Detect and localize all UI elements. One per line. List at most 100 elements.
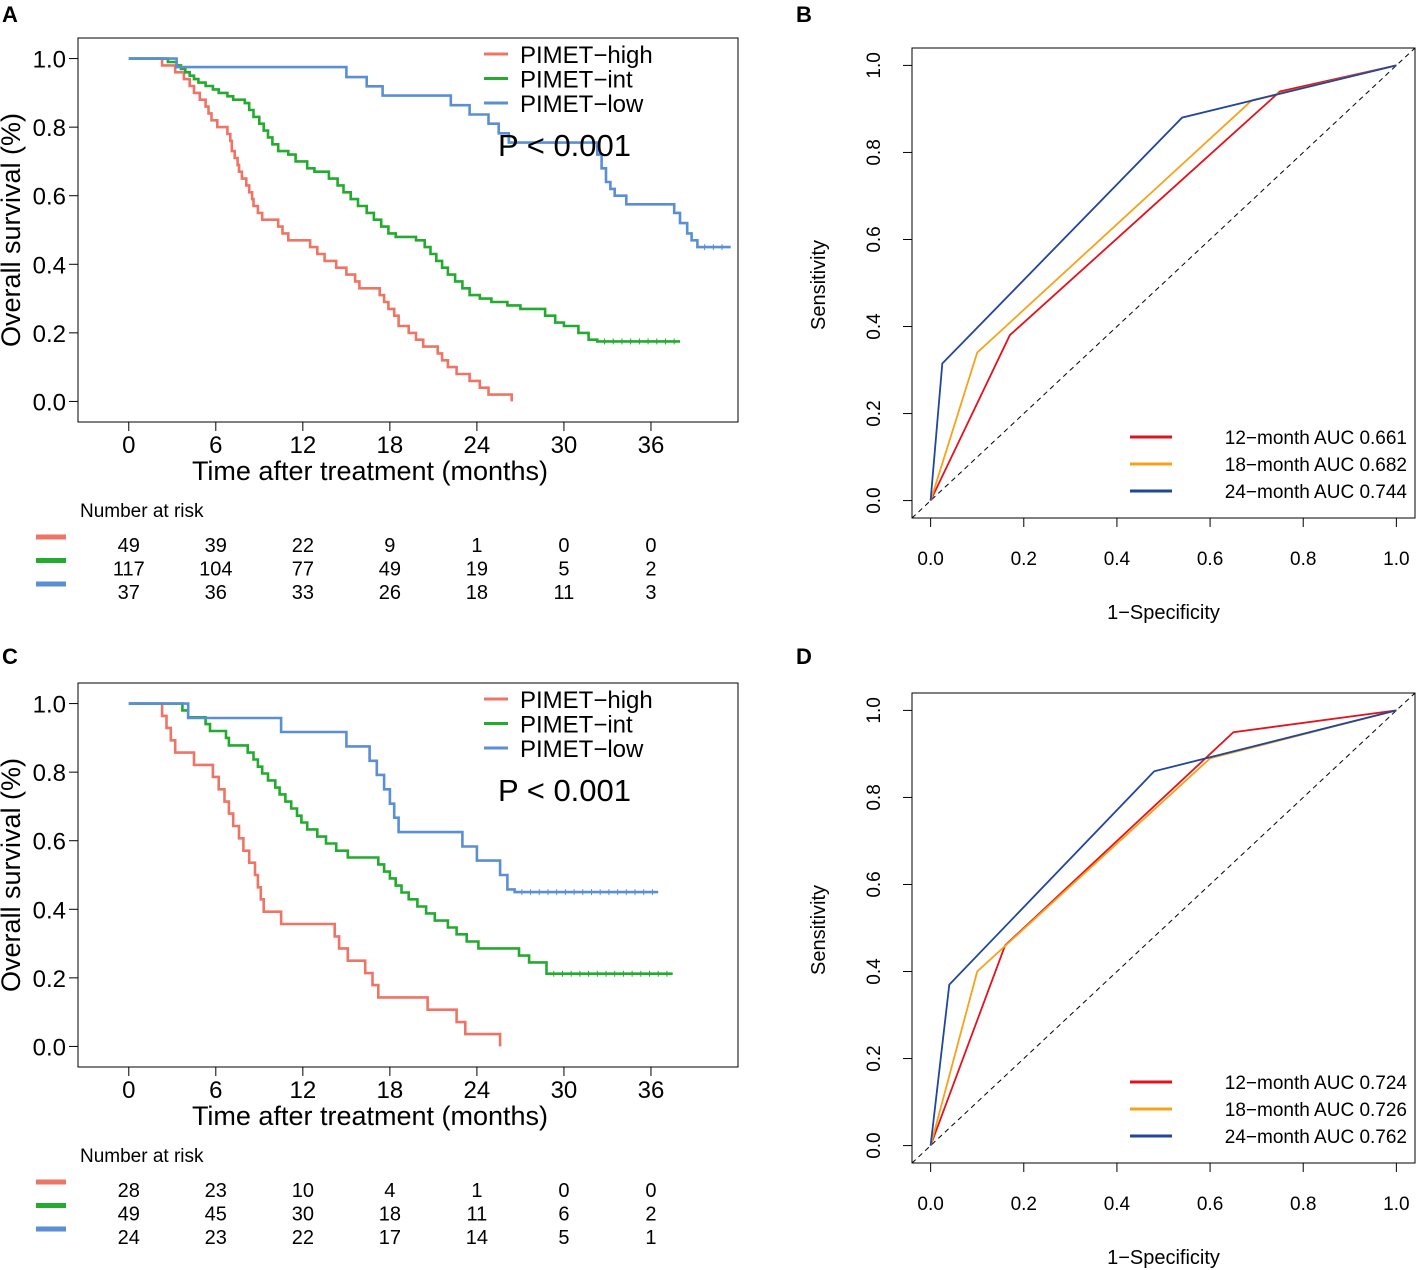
- risk-table-cell: 19: [466, 559, 488, 581]
- risk-table-cell: 22: [292, 535, 314, 557]
- y-tick-label: 0.2: [864, 1045, 885, 1071]
- risk-table-cell: 2: [645, 1204, 656, 1226]
- y-axis-label: Sensitivity: [808, 240, 830, 330]
- plot-frame: [911, 692, 1416, 1164]
- x-tick-label: 0.8: [1290, 549, 1316, 570]
- risk-table-cell: 36: [205, 582, 227, 604]
- roc-chart-b: 0.0 0.2 0.4 0.6 0.8 1.0 0.0 0.2 0.4 0.6 0.8 1.0 1−Sp…: [808, 47, 1416, 624]
- legend-label: 12−month AUC 0.661: [1225, 428, 1407, 449]
- y-tick-label: 0.8: [33, 115, 66, 142]
- plot-frame: [77, 682, 739, 1068]
- x-tick-label: 0.6: [1197, 1194, 1223, 1215]
- legend-label: 18−month AUC 0.726: [1225, 1100, 1407, 1121]
- survival-curve-low: [128, 702, 659, 894]
- survival-curve-high: [128, 702, 502, 1047]
- x-axis-label: Time after treatment (months): [192, 1101, 548, 1131]
- plot-frame: [77, 37, 739, 423]
- risk-table-cell: 39: [205, 535, 227, 557]
- y-axis-label: Sensitivity: [808, 885, 830, 975]
- roc-panel-d: 0.0 0.2 0.4 0.6 0.8 1.0 0.0 0.2 0.4 0.6 0.8 1.0 1−Sp…: [795, 645, 1418, 1270]
- km-panel-c: 0.0 0.2 0.4 0.6 0.8 1.0 0 6 12 18 24 30 36 Time after…: [0, 645, 760, 1265]
- risk-table-cell: 77: [292, 559, 314, 581]
- x-tick-label: 0.0: [917, 1194, 943, 1215]
- risk-table-cell: 14: [466, 1227, 488, 1249]
- risk-table-cell: 11: [467, 1204, 488, 1226]
- risk-table-cell: 3: [645, 582, 656, 604]
- risk-table-cell: 24: [118, 1227, 140, 1249]
- risk-table-cell: 11: [554, 582, 575, 604]
- y-tick-label: 0.6: [864, 226, 885, 252]
- y-axis-label: Overall survival (%): [0, 758, 26, 992]
- risk-table-cell: 0: [558, 535, 569, 557]
- panel-label-b: B: [796, 2, 812, 27]
- roc-curve-24m: [929, 709, 1397, 1146]
- x-tick-label: 1.0: [1383, 1194, 1409, 1215]
- risk-table-cell: 45: [205, 1204, 227, 1226]
- risk-table-cell: 28: [118, 1180, 140, 1202]
- risk-table-cell: 33: [292, 582, 314, 604]
- y-tick-label: 0.4: [864, 958, 885, 985]
- survival-curve-high: [128, 57, 513, 402]
- x-tick-label: 0: [122, 432, 135, 459]
- risk-table-cell: 23: [205, 1227, 227, 1249]
- risk-table-cell: 6: [558, 1204, 569, 1226]
- risk-table-cell: 4: [384, 1180, 395, 1202]
- roc-curve-24m: [929, 64, 1397, 501]
- risk-table-cell: 22: [292, 1227, 314, 1249]
- survival-curve-int: [128, 702, 673, 975]
- reference-diagonal: [911, 692, 1416, 1164]
- legend-label: PIMET−high: [520, 687, 653, 714]
- survival-curve-int: [128, 57, 680, 343]
- risk-table-cell: 2: [645, 559, 656, 581]
- roc-chart-d: 0.0 0.2 0.4 0.6 0.8 1.0 0.0 0.2 0.4 0.6 0.8 1.0 1−Sp…: [808, 692, 1416, 1269]
- risk-table-cell: 30: [292, 1204, 314, 1226]
- risk-table-cell: 5: [558, 1227, 569, 1249]
- x-tick-label: 0.4: [1104, 1194, 1131, 1215]
- y-tick-label: 1.0: [864, 697, 885, 723]
- x-tick-label: 1.0: [1383, 549, 1409, 570]
- risk-table-cell: 0: [558, 1180, 569, 1202]
- x-tick-label: 0.0: [917, 549, 943, 570]
- legend-label: PIMET−low: [520, 736, 644, 763]
- x-axis-label: Time after treatment (months): [192, 456, 548, 486]
- legend-label: PIMET−int: [520, 712, 633, 739]
- y-axis-label: Overall survival (%): [0, 113, 26, 347]
- x-tick-label: 36: [638, 1077, 665, 1104]
- x-tick-label: 36: [638, 432, 665, 459]
- x-tick-label: 12: [289, 1077, 316, 1104]
- y-tick-label: 0.2: [864, 400, 885, 426]
- roc-curve-12m: [929, 64, 1397, 501]
- x-tick-label: 0: [122, 1077, 135, 1104]
- x-tick-label: 18: [377, 1077, 404, 1104]
- y-tick-label: 1.0: [33, 692, 66, 719]
- risk-table-cell: 5: [558, 559, 569, 581]
- legend-label: PIMET−low: [520, 91, 644, 118]
- x-tick-label: 0.2: [1011, 549, 1037, 570]
- y-tick-label: 0.0: [33, 1034, 66, 1061]
- y-tick-label: 1.0: [33, 47, 66, 74]
- legend-label: 18−month AUC 0.682: [1225, 455, 1407, 476]
- risk-table-cell: 0: [645, 535, 656, 557]
- x-tick-label: 24: [464, 1077, 491, 1104]
- y-tick-label: 0.6: [33, 184, 66, 211]
- risk-table-cell: 18: [379, 1204, 401, 1226]
- risk-table-cell: 49: [118, 535, 140, 557]
- legend-label: PIMET−high: [520, 42, 653, 69]
- legend-label: 24−month AUC 0.762: [1225, 1127, 1407, 1148]
- x-tick-label: 0.8: [1290, 1194, 1316, 1215]
- x-axis-label: 1−Specificity: [1107, 1247, 1220, 1269]
- x-tick-label: 0.6: [1197, 549, 1223, 570]
- x-tick-label: 30: [551, 432, 578, 459]
- y-tick-label: 0.8: [864, 139, 885, 165]
- legend-label: PIMET−int: [520, 67, 633, 94]
- y-tick-label: 0.0: [864, 1132, 885, 1158]
- reference-diagonal: [911, 47, 1416, 519]
- y-tick-label: 0.8: [33, 760, 66, 787]
- y-tick-label: 0.6: [864, 871, 885, 897]
- y-tick-label: 0.2: [33, 966, 66, 993]
- survival-curve-low: [128, 57, 731, 249]
- risk-table-cell: 10: [292, 1180, 314, 1202]
- panel-label-c: C: [2, 644, 18, 669]
